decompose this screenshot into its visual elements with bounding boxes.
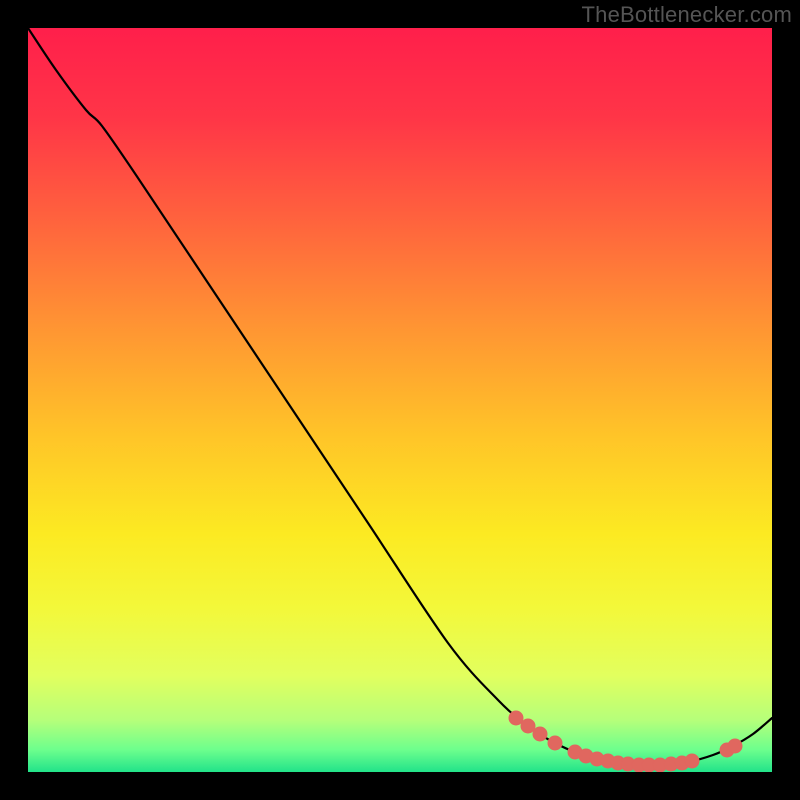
optimal-marker: [685, 754, 699, 768]
chart-container: [28, 28, 772, 772]
bottleneck-curve-chart: [28, 28, 772, 772]
heatmap-background: [28, 28, 772, 772]
optimal-marker: [728, 739, 742, 753]
optimal-marker: [509, 711, 523, 725]
optimal-marker: [521, 719, 535, 733]
watermark-text: TheBottlenecker.com: [582, 2, 792, 28]
optimal-marker: [533, 727, 547, 741]
optimal-marker: [548, 736, 562, 750]
